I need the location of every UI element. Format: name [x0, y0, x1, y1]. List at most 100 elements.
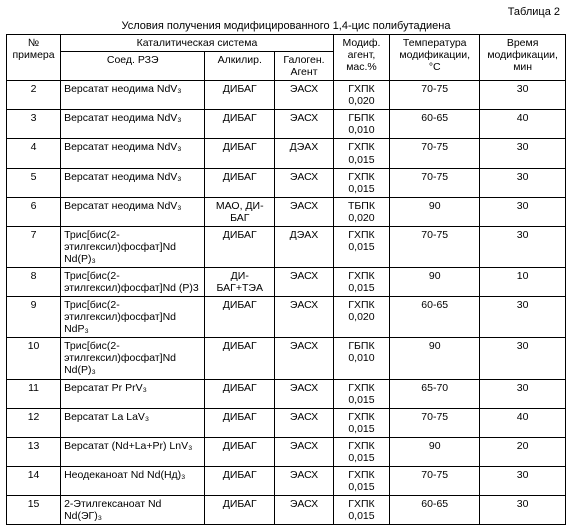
header-time-l2: модификации,: [487, 49, 558, 61]
header-time-l3: мин: [513, 61, 532, 73]
cell-modifier: ГХПК0,015: [333, 139, 389, 168]
table-caption: Условия получения модифицированного 1,4-…: [6, 20, 566, 32]
cell-modifier-pct: 0,010: [348, 352, 374, 364]
cell-compound: Трис[бис(2-этилгексил)фосфат]Nd NdP₃: [61, 297, 205, 338]
cell-modifier: ГХПК0,020: [333, 81, 389, 110]
cell-alkyl: ДИБАГ: [205, 297, 275, 338]
cell-modifier: ГХПК0,015: [333, 437, 389, 466]
table-row: 13Версатат (Nd+La+Pr) LnV₃ДИБАГЭАСХГХПК0…: [7, 437, 566, 466]
cell-modifier-name: ГХПК: [348, 270, 374, 282]
cell-alkyl: ДИБАГ: [205, 466, 275, 495]
cell-halogen: ЭАСХ: [275, 408, 334, 437]
cell-num: 14: [7, 466, 61, 495]
header-catalytic: Каталитическая система: [61, 35, 334, 52]
cell-modifier-name: ГХПК: [348, 141, 374, 153]
cell-modifier-name: ГХПК: [348, 411, 374, 423]
cell-halogen: ЭАСХ: [275, 466, 334, 495]
cell-temp: 70-75: [390, 81, 480, 110]
table-row: 6Версатат неодима NdV₃МАО, ДИ-БАГЭАСХТБП…: [7, 197, 566, 226]
cell-modifier-name: ГХПК: [348, 83, 374, 95]
cell-alkyl: ДИБАГ: [205, 168, 275, 197]
cell-time: 30: [480, 297, 566, 338]
cell-modifier: ГХПК0,015: [333, 168, 389, 197]
cell-modifier-name: ГХПК: [348, 469, 374, 481]
cell-modifier-pct: 0,020: [348, 95, 374, 107]
cell-modifier-pct: 0,015: [348, 394, 374, 406]
cell-num: 5: [7, 168, 61, 197]
header-time-l1: Время: [507, 37, 539, 49]
cell-halogen: ЭАСХ: [275, 268, 334, 297]
cell-modifier-pct: 0,015: [348, 241, 374, 253]
cell-temp: 70-75: [390, 408, 480, 437]
header-hal-l1: Галоген.: [283, 54, 324, 66]
cell-compound: Версатат неодима NdV₃: [61, 197, 205, 226]
header-hal-l2: Агент: [290, 66, 317, 78]
table-row: 14Неодеканоат Nd Nd(Нд)₃ДИБАГЭАСХГХПК0,0…: [7, 466, 566, 495]
table-row: 11Версатат Pr PrV₃ДИБАГЭАСХГХПК0,01565-7…: [7, 379, 566, 408]
cell-modifier: ГХПК0,015: [333, 226, 389, 267]
cell-time: 40: [480, 110, 566, 139]
table-row: 2Версатат неодима NdV₃ДИБАГЭАСХГХПК0,020…: [7, 81, 566, 110]
cell-time: 30: [480, 379, 566, 408]
table-label: Таблица 2: [6, 6, 566, 18]
header-mod: Модиф. агент, мас.%: [333, 35, 389, 81]
cell-temp: 70-75: [390, 139, 480, 168]
header-temp: Температура модификации, °С: [390, 35, 480, 81]
cell-modifier-pct: 0,020: [348, 212, 374, 224]
cell-temp: 65-70: [390, 379, 480, 408]
cell-halogen: ЭАСХ: [275, 168, 334, 197]
header-num-l1: №: [28, 37, 39, 49]
cell-modifier: ГХПК0,015: [333, 268, 389, 297]
cell-alkyl: МАО, ДИ-БАГ: [205, 197, 275, 226]
cell-alkyl: ДИБАГ: [205, 379, 275, 408]
cell-modifier-pct: 0,015: [348, 481, 374, 493]
cell-alkyl: ДИБАГ: [205, 139, 275, 168]
cell-modifier: ТБПК0,020: [333, 197, 389, 226]
cell-modifier-pct: 0,010: [348, 124, 374, 136]
header-mod-l3: мас.%: [346, 61, 377, 73]
cell-num: 6: [7, 197, 61, 226]
cell-time: 20: [480, 437, 566, 466]
table-row: 9Трис[бис(2-этилгексил)фосфат]Nd NdP₃ДИБ…: [7, 297, 566, 338]
header-time: Время модификации, мин: [480, 35, 566, 81]
cell-temp: 60-65: [390, 297, 480, 338]
cell-modifier-name: ГБПК: [348, 112, 374, 124]
cell-compound: Трис[бис(2-этилгексил)фосфат]Nd (P)3: [61, 268, 205, 297]
cell-modifier-pct: 0,015: [348, 183, 374, 195]
cell-halogen: ЭАСХ: [275, 437, 334, 466]
cell-halogen: ЭАСХ: [275, 197, 334, 226]
cell-time: 30: [480, 466, 566, 495]
cell-temp: 70-75: [390, 168, 480, 197]
cell-alkyl: ДИБАГ: [205, 338, 275, 379]
cell-time: 30: [480, 197, 566, 226]
cell-num: 2: [7, 81, 61, 110]
cell-modifier-name: ГБПК: [348, 340, 374, 352]
cell-num: 12: [7, 408, 61, 437]
data-table: № примера Каталитическая система Модиф. …: [6, 34, 566, 525]
cell-modifier-pct: 0,015: [348, 154, 374, 166]
cell-modifier-pct: 0,015: [348, 510, 374, 522]
cell-modifier: ГХПК0,015: [333, 466, 389, 495]
cell-time: 30: [480, 168, 566, 197]
table-head: № примера Каталитическая система Модиф. …: [7, 35, 566, 81]
cell-alkyl: ДИБАГ: [205, 408, 275, 437]
cell-time: 10: [480, 268, 566, 297]
cell-halogen: ЭАСХ: [275, 338, 334, 379]
cell-num: 4: [7, 139, 61, 168]
cell-alkyl: ДИБАГ: [205, 110, 275, 139]
cell-compound: Версатат неодима NdV₃: [61, 110, 205, 139]
cell-modifier-name: ГХПК: [348, 440, 374, 452]
cell-alkyl: ДИБАГ: [205, 81, 275, 110]
cell-modifier-pct: 0,015: [348, 423, 374, 435]
table-row: 7Трис[бис(2-этилгексил)фосфат]Nd Nd(P)₃Д…: [7, 226, 566, 267]
cell-num: 10: [7, 338, 61, 379]
cell-time: 30: [480, 226, 566, 267]
cell-halogen: ДЭАХ: [275, 226, 334, 267]
cell-modifier: ГХПК0,015: [333, 408, 389, 437]
cell-compound: Версатат неодима NdV₃: [61, 81, 205, 110]
cell-halogen: ЭАСХ: [275, 379, 334, 408]
cell-time: 30: [480, 81, 566, 110]
cell-time: 40: [480, 408, 566, 437]
cell-compound: Версатат (Nd+La+Pr) LnV₃: [61, 437, 205, 466]
table-row: 10Трис[бис(2-этилгексил)фосфат]Nd Nd(P)₃…: [7, 338, 566, 379]
